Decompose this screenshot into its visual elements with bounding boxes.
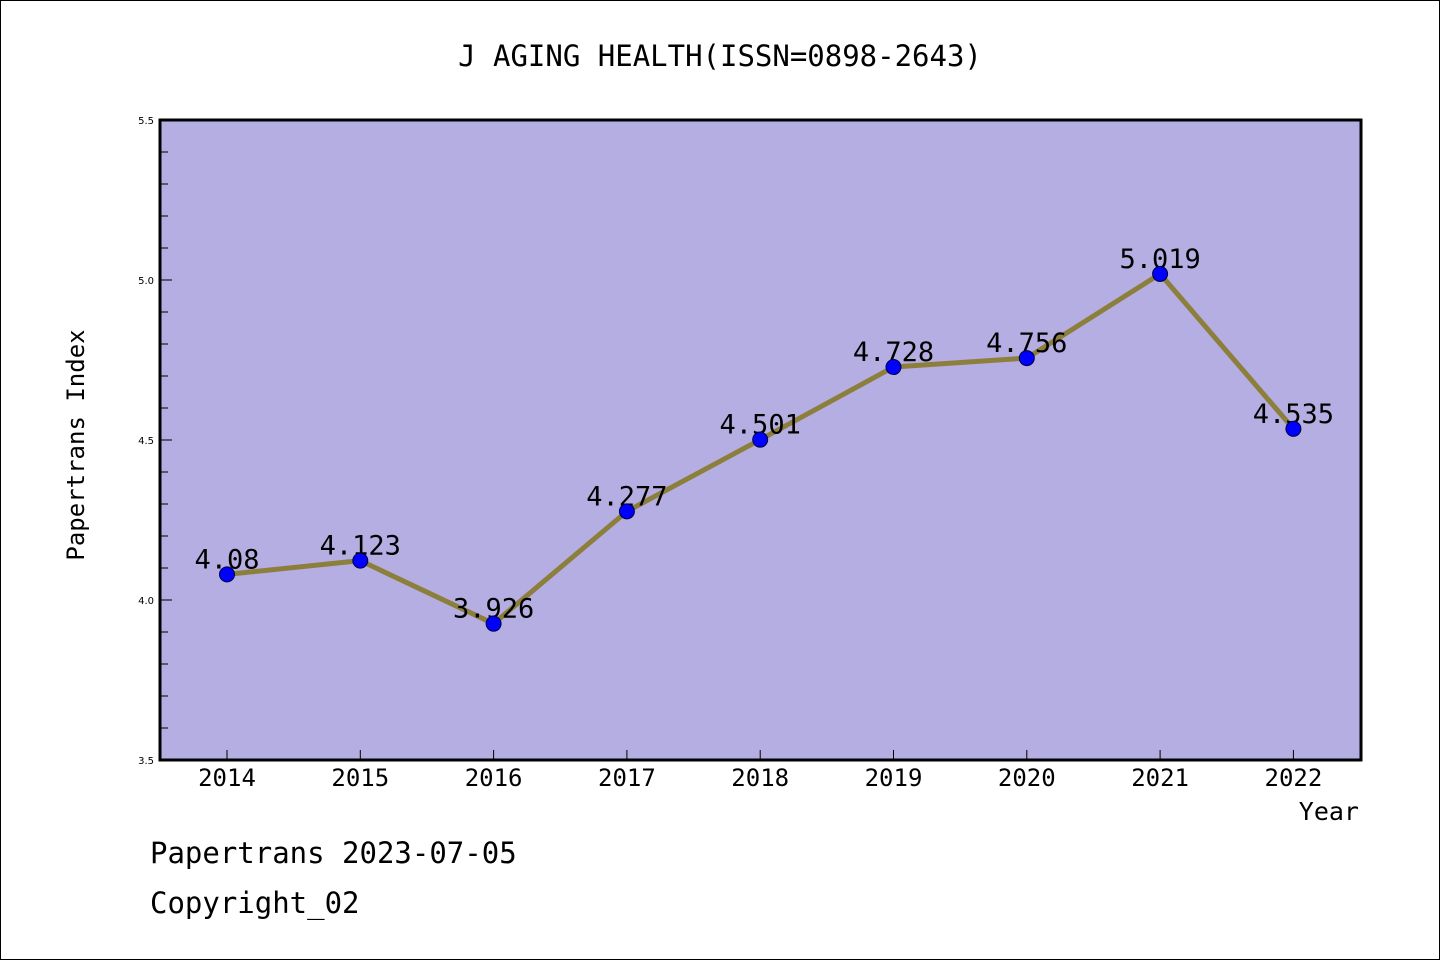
data-point bbox=[1018, 350, 1035, 367]
x-tick-label: 2014 bbox=[198, 764, 256, 792]
data-point bbox=[352, 552, 369, 569]
data-points bbox=[219, 265, 1302, 632]
y-tick-label: 5.5 bbox=[138, 116, 154, 127]
x-tick-label: 2016 bbox=[465, 764, 523, 792]
x-tick-label: 2021 bbox=[1131, 764, 1189, 792]
data-point bbox=[885, 359, 902, 376]
x-tick-label: 2022 bbox=[1265, 764, 1323, 792]
data-point bbox=[1285, 420, 1302, 437]
x-tick-label: 2020 bbox=[998, 764, 1056, 792]
x-tick-label: 2018 bbox=[731, 764, 789, 792]
x-tick-label: 2015 bbox=[331, 764, 389, 792]
y-axis-label: Papertrans Index bbox=[62, 329, 90, 560]
footer-copyright: Copyright_02 bbox=[150, 886, 360, 920]
y-axis: 3.5 4.0 4.5 5.0 5.5 bbox=[138, 116, 172, 767]
y-tick-label: 4.5 bbox=[138, 436, 154, 447]
y-tick-label: 5.0 bbox=[138, 276, 154, 287]
x-axis: 2014 2015 2016 2017 2018 2019 2020 2021 2022 bbox=[198, 750, 1322, 792]
x-axis-label: Year bbox=[1299, 797, 1359, 826]
chart-title: J AGING HEALTH(ISSN=0898-2643) bbox=[458, 39, 982, 73]
footer-date: Papertrans 2023-07-05 bbox=[150, 836, 517, 870]
y-tick-label: 4.0 bbox=[138, 596, 154, 607]
x-tick-label: 2019 bbox=[865, 764, 923, 792]
data-point bbox=[485, 615, 502, 632]
data-point bbox=[618, 503, 635, 520]
y-tick-label: 3.5 bbox=[138, 756, 154, 767]
x-tick-label: 2017 bbox=[598, 764, 656, 792]
data-point bbox=[1152, 265, 1169, 282]
data-point bbox=[752, 431, 769, 448]
data-point bbox=[219, 566, 235, 583]
